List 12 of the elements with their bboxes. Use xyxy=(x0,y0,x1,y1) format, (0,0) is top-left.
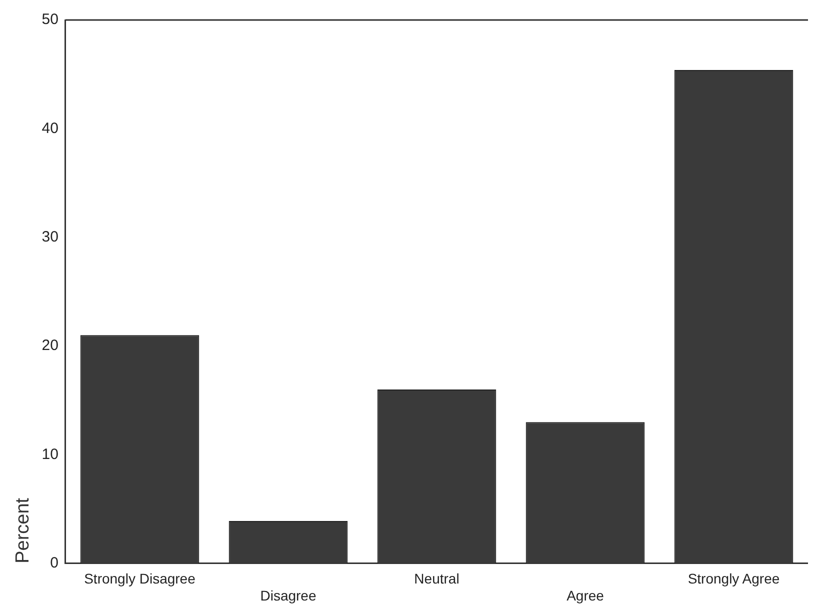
x-tick-label: Strongly Disagree xyxy=(84,570,196,587)
y-tick-label: 50 xyxy=(42,11,58,28)
x-tick-label: Agree xyxy=(566,587,604,604)
y-axis-title: Percent xyxy=(12,497,34,564)
y-tick-label: 10 xyxy=(42,446,58,463)
y-tick-label: 0 xyxy=(50,554,58,572)
x-tick-label: Disagree xyxy=(260,587,316,604)
y-tick-label: 40 xyxy=(42,120,58,137)
y-tick-label: 30 xyxy=(42,228,58,246)
x-tick-label: Strongly Agree xyxy=(688,570,780,587)
y-tick-label: 20 xyxy=(42,337,58,354)
x-tick-label: Neutral xyxy=(414,570,460,587)
